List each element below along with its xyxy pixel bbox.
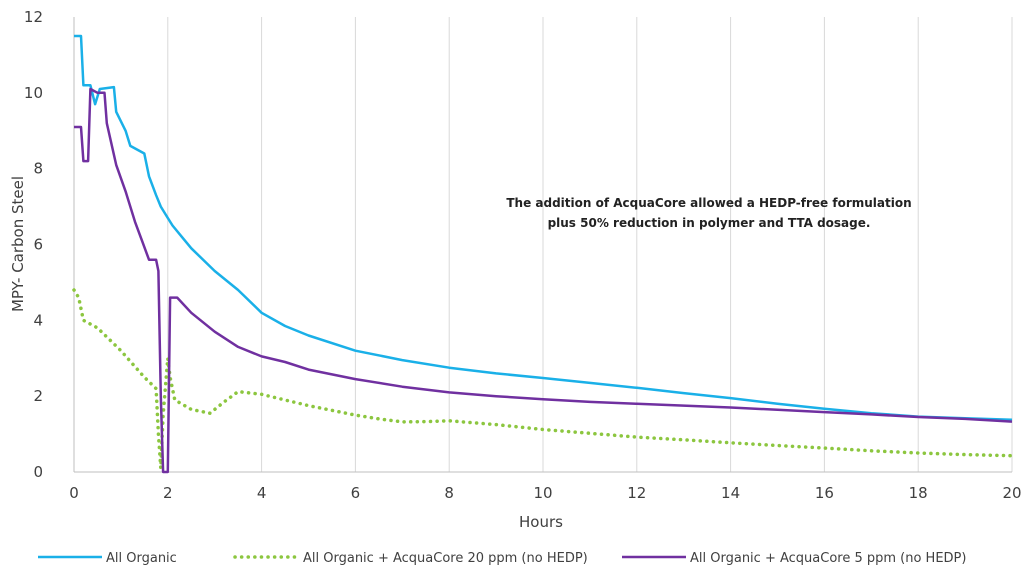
x-tick-label-18: 18 (909, 484, 928, 502)
y-tick-labels: 0 2 4 6 8 10 12 (24, 8, 43, 481)
y-tick-label-6: 6 (33, 236, 43, 254)
y-tick-label-8: 8 (33, 160, 43, 178)
y-tick-label-2: 2 (33, 387, 43, 405)
x-tick-label-4: 4 (257, 484, 267, 502)
x-tick-label-0: 0 (69, 484, 79, 502)
y-tick-label-10: 10 (24, 84, 43, 102)
series-line-2 (72, 288, 1014, 470)
legend-label-1: All Organic (106, 551, 177, 566)
x-tick-label-8: 8 (444, 484, 454, 502)
x-tick-label-12: 12 (627, 484, 646, 502)
x-tick-label-6: 6 (351, 484, 361, 502)
x-tick-labels: 0 2 4 6 8 10 12 14 16 18 20 (69, 484, 1021, 502)
x-tick-label-20: 20 (1002, 484, 1021, 502)
legend-label-3: All Organic + AcquaCore 5 ppm (no HEDP) (690, 551, 966, 566)
x-tick-label-2: 2 (163, 484, 173, 502)
axes (73, 17, 1012, 473)
y-tick-label-12: 12 (24, 8, 43, 26)
grid (167, 17, 1013, 472)
x-axis-title: Hours (519, 513, 563, 531)
y-tick-label-0: 0 (33, 463, 43, 481)
x-tick-label-16: 16 (815, 484, 834, 502)
series-lines (72, 34, 1014, 474)
y-tick-label-4: 4 (33, 311, 43, 329)
y-axis-title: MPY- Carbon Steel (9, 176, 27, 312)
legend: All Organic All Organic + AcquaCore 20 pp… (38, 551, 966, 566)
x-tick-label-14: 14 (721, 484, 740, 502)
series-line-3 (74, 87, 1013, 474)
legend-label-2: All Organic + AcquaCore 20 ppm (no HEDP) (303, 551, 588, 566)
series-line-1 (74, 34, 1013, 421)
x-tick-label-10: 10 (533, 484, 552, 502)
annotation-line-1: The addition of AcquaCore allowed a HEDP… (506, 196, 911, 210)
annotation-line-2: plus 50% reduction in polymer and TTA do… (548, 216, 871, 230)
